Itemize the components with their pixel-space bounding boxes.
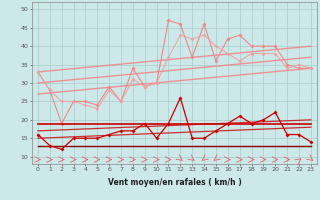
X-axis label: Vent moyen/en rafales ( km/h ): Vent moyen/en rafales ( km/h ) <box>108 178 241 187</box>
